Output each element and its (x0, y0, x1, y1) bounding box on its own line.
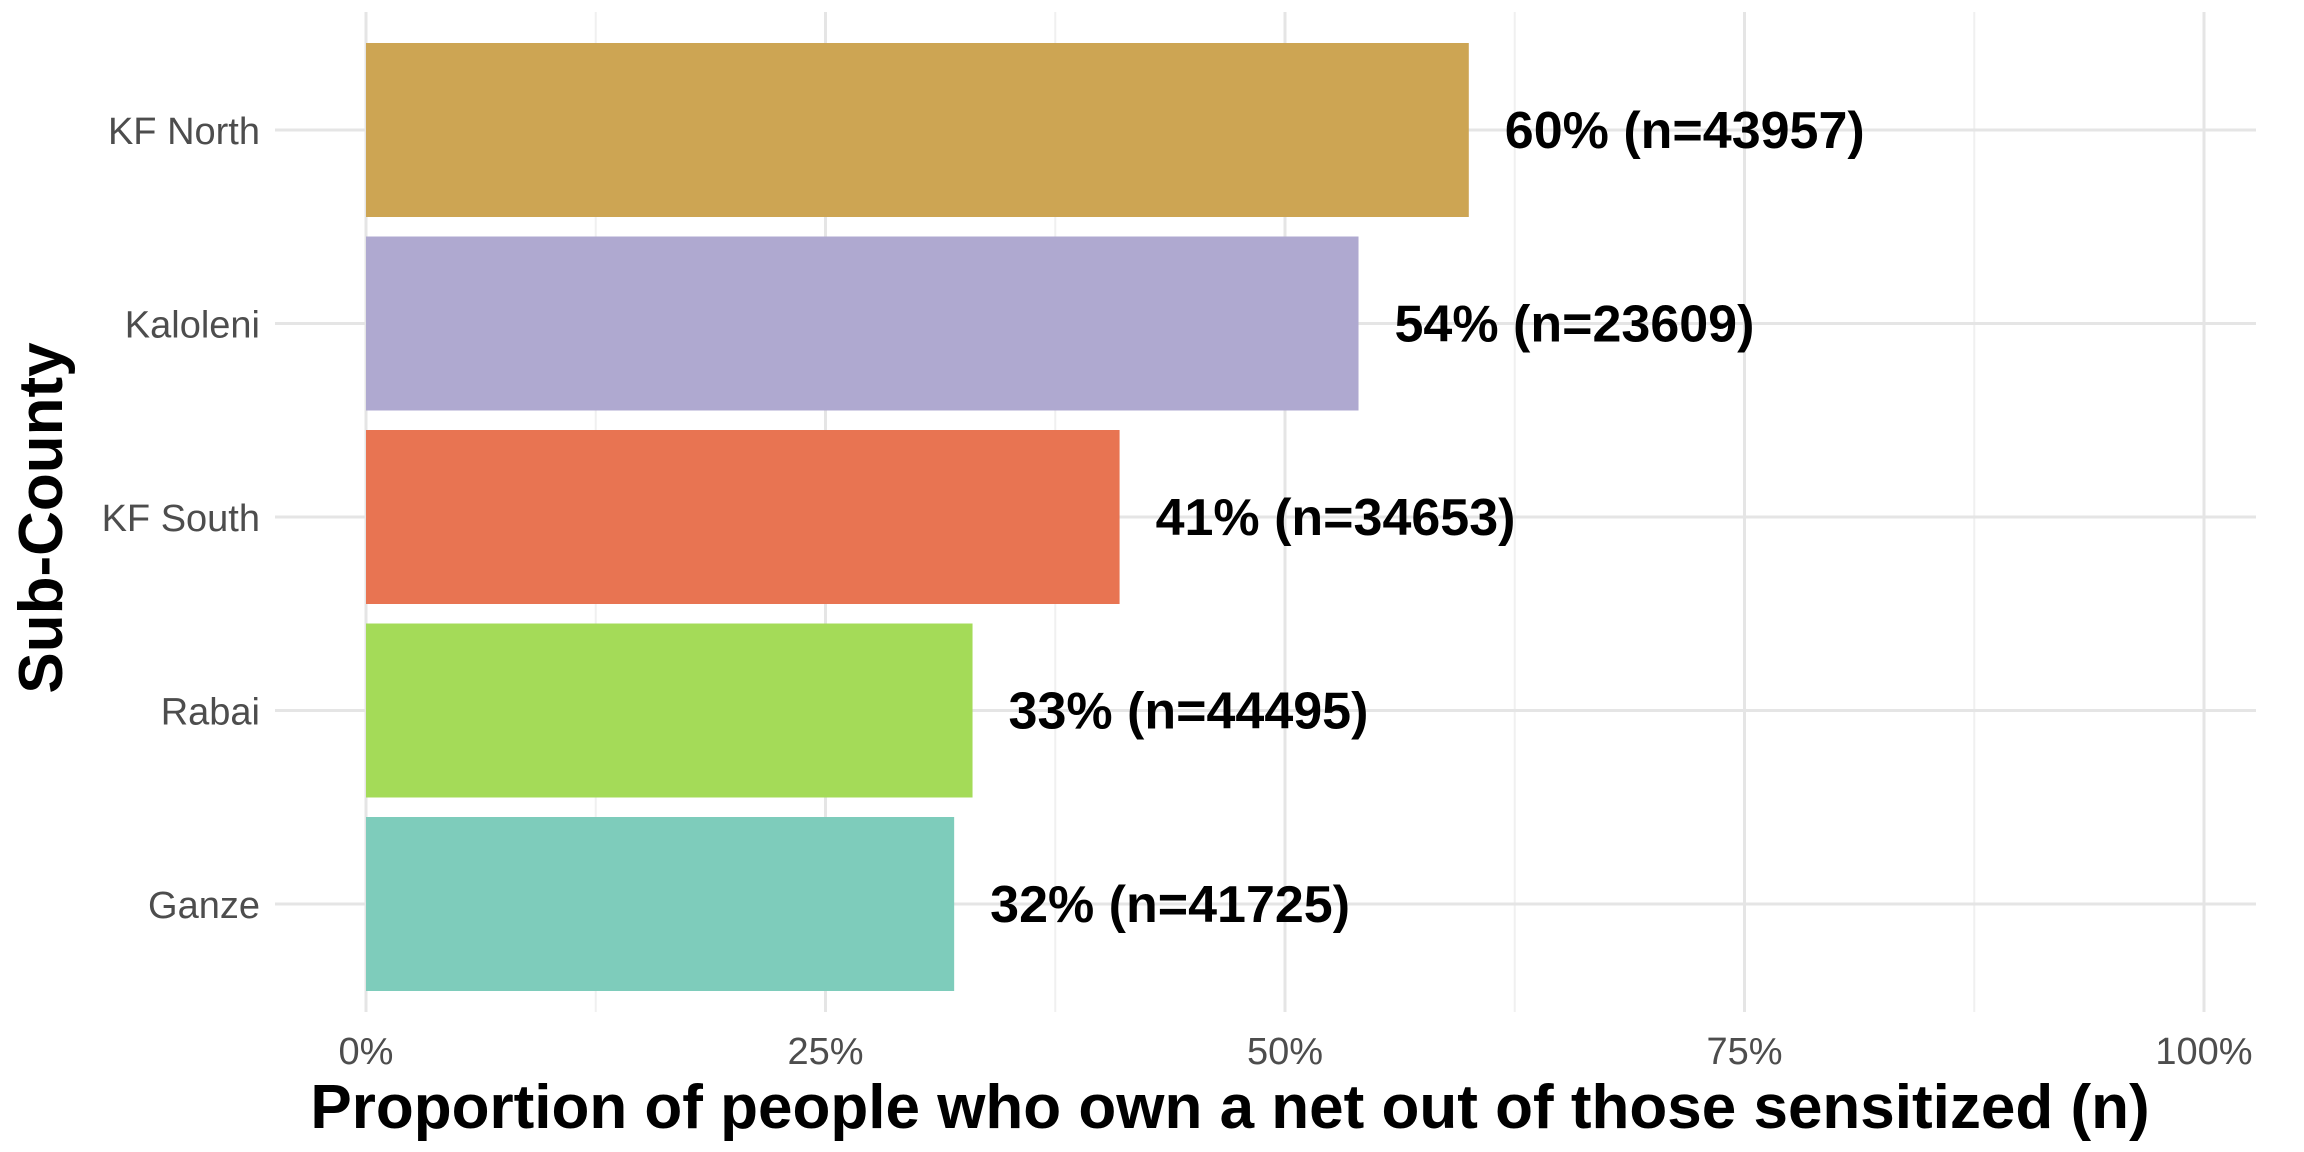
x-tick-label: 100% (2155, 1031, 2252, 1073)
y-axis-tick-labels: KF North Kaloleni KF South Rabai Ganze (102, 111, 260, 927)
y-tick-label-kaloleni: Kaloleni (125, 305, 260, 347)
data-label-kaloleni: 54% (n=23609) (1395, 296, 1755, 354)
bar-kf-north (366, 43, 1469, 217)
y-tick-label-ganze: Ganze (148, 885, 260, 927)
bars (366, 43, 1469, 991)
bar-kaloleni (366, 236, 1359, 411)
data-label-kf-south: 41% (n=34653) (1156, 489, 1516, 547)
x-axis-tick-labels: 0% 25% 50% 75% 100% (339, 1031, 2253, 1073)
x-tick-label: 75% (1706, 1031, 1782, 1073)
bar-ganze (366, 817, 955, 991)
y-tick-label-kf-north: KF North (108, 111, 260, 153)
bar-rabai (366, 623, 973, 798)
data-labels: 60% (n=43957) 54% (n=23609) 41% (n=34653) 3… (990, 102, 1865, 934)
x-tick-label: 0% (339, 1031, 394, 1073)
y-axis-title: Sub-County (7, 342, 76, 694)
x-axis-title: Proportion of people who own a net out o… (310, 1073, 2149, 1142)
data-label-rabai: 33% (n=44495) (1009, 683, 1369, 741)
data-label-ganze: 32% (n=41725) (990, 876, 1350, 934)
x-tick-label: 25% (787, 1031, 863, 1073)
y-tick-label-kf-south: KF South (102, 498, 260, 540)
bar-kf-south (366, 430, 1120, 604)
x-tick-label: 50% (1247, 1031, 1323, 1073)
y-tick-label-rabai: Rabai (161, 692, 260, 734)
data-label-kf-north: 60% (n=43957) (1505, 102, 1865, 160)
